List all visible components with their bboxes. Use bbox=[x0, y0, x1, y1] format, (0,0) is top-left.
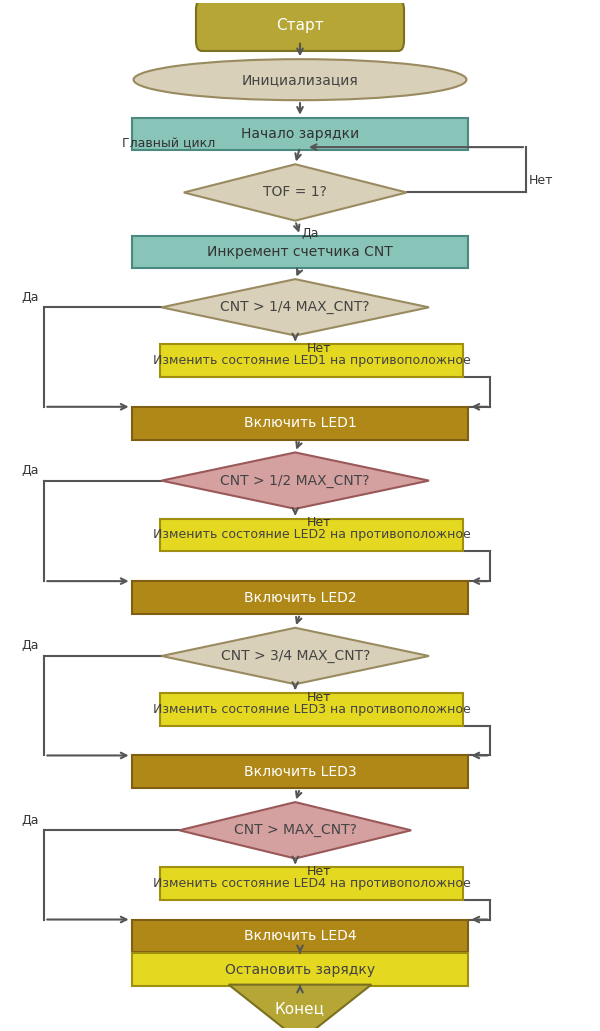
Text: TOF = 1?: TOF = 1? bbox=[263, 186, 327, 199]
Text: Нет: Нет bbox=[307, 516, 332, 529]
Text: CNT > 1/4 MAX_CNT?: CNT > 1/4 MAX_CNT? bbox=[220, 300, 370, 314]
Bar bbox=[132, 581, 468, 613]
Bar bbox=[160, 344, 463, 377]
Polygon shape bbox=[161, 279, 429, 335]
Polygon shape bbox=[161, 628, 429, 685]
Text: Включить LED1: Включить LED1 bbox=[244, 417, 356, 430]
Ellipse shape bbox=[134, 59, 466, 100]
Text: Да: Да bbox=[22, 291, 40, 303]
Bar bbox=[132, 118, 468, 151]
Polygon shape bbox=[161, 453, 429, 509]
Text: Да: Да bbox=[22, 813, 40, 827]
Text: Да: Да bbox=[301, 227, 319, 239]
Bar bbox=[160, 693, 463, 726]
Text: CNT > MAX_CNT?: CNT > MAX_CNT? bbox=[234, 824, 356, 837]
Bar bbox=[160, 867, 463, 900]
Text: Нет: Нет bbox=[529, 173, 553, 187]
Text: Изменить состояние LED2 на противоположное: Изменить состояние LED2 на противоположн… bbox=[153, 529, 471, 541]
Text: Нет: Нет bbox=[307, 865, 332, 878]
Text: Главный цикл: Главный цикл bbox=[122, 137, 215, 151]
Text: Остановить зарядку: Остановить зарядку bbox=[225, 963, 375, 976]
Bar bbox=[132, 920, 468, 953]
Text: Включить LED4: Включить LED4 bbox=[244, 929, 356, 943]
Text: Да: Да bbox=[22, 464, 40, 477]
Text: Начало зарядки: Начало зарядки bbox=[241, 127, 359, 141]
Text: Старт: Старт bbox=[276, 18, 324, 33]
Text: Нет: Нет bbox=[307, 342, 332, 356]
Text: Нет: Нет bbox=[307, 691, 332, 704]
Text: Изменить состояние LED3 на противоположное: Изменить состояние LED3 на противоположн… bbox=[153, 703, 471, 716]
Bar bbox=[132, 235, 468, 268]
Text: CNT > 3/4 MAX_CNT?: CNT > 3/4 MAX_CNT? bbox=[221, 648, 370, 663]
Bar bbox=[132, 407, 468, 439]
Text: Инициализация: Инициализация bbox=[242, 73, 358, 87]
Text: Изменить состояние LED4 на противоположное: Изменить состояние LED4 на противоположн… bbox=[153, 877, 471, 890]
FancyBboxPatch shape bbox=[196, 0, 404, 51]
Text: Конец: Конец bbox=[275, 1001, 325, 1017]
Text: Инкремент счетчика CNT: Инкремент счетчика CNT bbox=[207, 245, 393, 259]
Bar bbox=[160, 519, 463, 552]
Text: Включить LED3: Включить LED3 bbox=[244, 765, 356, 778]
Bar bbox=[132, 954, 468, 987]
Text: CNT > 1/2 MAX_CNT?: CNT > 1/2 MAX_CNT? bbox=[220, 473, 370, 488]
Polygon shape bbox=[179, 802, 411, 859]
Polygon shape bbox=[184, 164, 407, 221]
Text: Изменить состояние LED1 на противоположное: Изменить состояние LED1 на противоположн… bbox=[153, 355, 471, 367]
Bar bbox=[132, 756, 468, 789]
Text: Включить LED2: Включить LED2 bbox=[244, 591, 356, 604]
Text: Да: Да bbox=[22, 639, 40, 653]
Polygon shape bbox=[229, 985, 371, 1031]
